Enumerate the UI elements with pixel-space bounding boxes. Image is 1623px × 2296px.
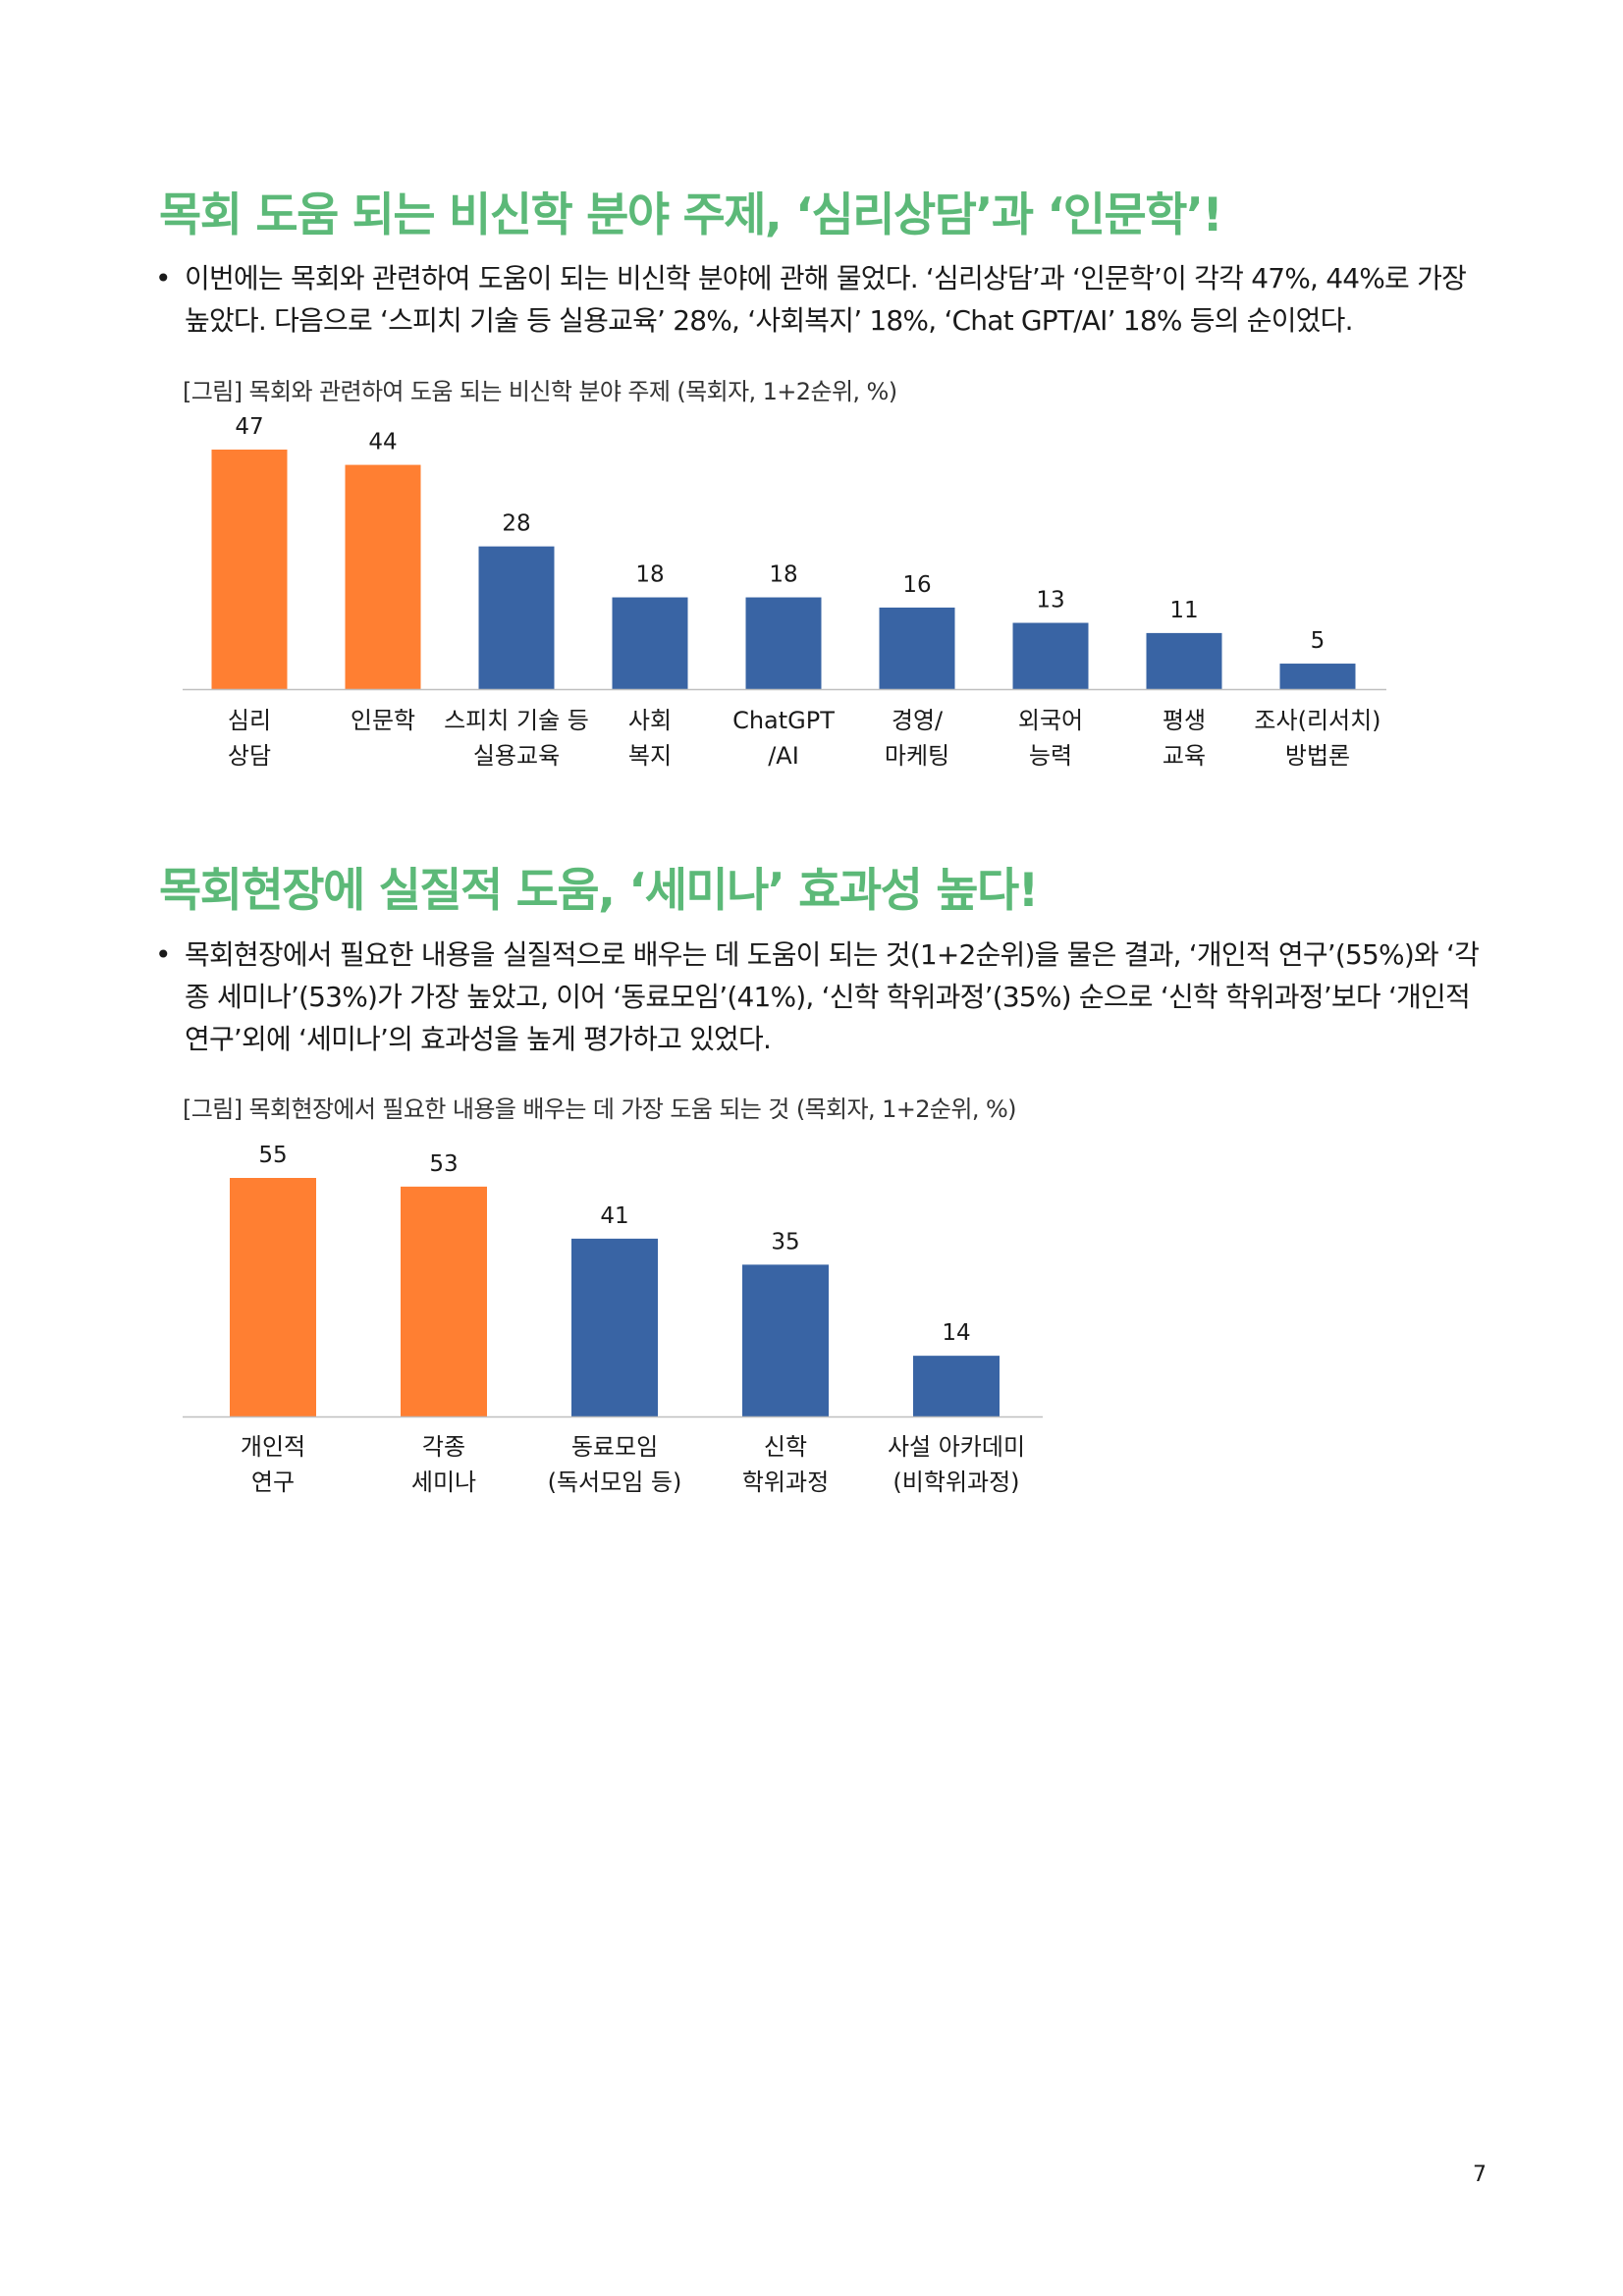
category-label: 방법론 xyxy=(1285,742,1350,770)
category-label: 사회 xyxy=(628,707,672,734)
bar xyxy=(879,607,955,689)
category-label: 스피치 기술 등 xyxy=(444,707,589,734)
category-label: 학위과정 xyxy=(742,1468,829,1496)
data-label: 35 xyxy=(771,1229,799,1255)
bar xyxy=(612,597,688,689)
bar xyxy=(1146,632,1222,689)
data-label: 16 xyxy=(902,572,931,598)
page-number: 7 xyxy=(1473,2163,1487,2187)
category-label: 조사(리서치) xyxy=(1254,707,1380,734)
category-label: (비학위과정) xyxy=(893,1468,1019,1496)
bar xyxy=(1012,622,1089,689)
bullet-marker: • xyxy=(155,262,172,294)
data-label: 47 xyxy=(235,414,263,440)
bar xyxy=(401,1186,487,1416)
paragraph-text: 이번에는 목회와 관련하여 도움이 되는 비신학 분야에 관해 물었다. ‘심리… xyxy=(185,262,1467,337)
section-title: 목회 도움 되는 비신학 분야 주제, ‘심리상담’과 ‘인문학’! xyxy=(159,188,1223,242)
summary-paragraph: • 목회현장에서 필요한 내용을 실질적으로 배우는 데 도움이 되는 것(1+… xyxy=(155,934,1490,1060)
category-label: 사설 아카데미 xyxy=(888,1433,1025,1461)
category-label: 경영/ xyxy=(892,707,944,734)
data-label: 41 xyxy=(600,1203,628,1229)
bar xyxy=(230,1178,316,1416)
bar xyxy=(1279,664,1356,689)
data-label: 18 xyxy=(635,562,664,588)
bar xyxy=(742,1264,829,1416)
bar xyxy=(478,546,555,689)
category-label: 세미나 xyxy=(411,1468,476,1496)
bullet-marker: • xyxy=(155,938,172,971)
data-label: 11 xyxy=(1169,598,1198,623)
category-label: /AI xyxy=(768,742,799,770)
section-title: 목회현장에 실질적 도움, ‘세미나’ 효과성 높다! xyxy=(159,864,1039,918)
summary-paragraph: • 이번에는 목회와 관련하여 도움이 되는 비신학 분야에 관해 물었다. ‘… xyxy=(155,257,1490,342)
category-label: 복지 xyxy=(628,742,672,770)
category-label: (독서모임 등) xyxy=(548,1468,682,1496)
category-label: 동료모임 xyxy=(571,1433,658,1461)
category-label: 외국어 xyxy=(1018,707,1083,734)
category-label: 상담 xyxy=(228,742,271,770)
data-label: 28 xyxy=(502,511,530,537)
bar xyxy=(745,597,822,689)
category-label: 심리 xyxy=(228,707,271,734)
category-label: 평생 xyxy=(1163,707,1206,734)
category-label: 마케팅 xyxy=(885,742,949,770)
category-label: 연구 xyxy=(251,1468,295,1496)
bar xyxy=(571,1238,658,1416)
data-label: 55 xyxy=(258,1143,287,1168)
data-label: 44 xyxy=(368,430,397,455)
data-label: 14 xyxy=(942,1320,970,1346)
category-label: 각종 xyxy=(422,1433,465,1461)
data-label: 18 xyxy=(769,562,797,588)
bar xyxy=(913,1356,1000,1416)
figure-caption: [그림] 목회현장에서 필요한 내용을 배우는 데 가장 도움 되는 것 (목회… xyxy=(183,1095,1017,1123)
figure-caption: [그림] 목회와 관련하여 도움 되는 비신학 분야 주제 (목회자, 1+2순… xyxy=(183,378,897,405)
data-label: 5 xyxy=(1311,628,1325,654)
category-label: 신학 xyxy=(764,1433,807,1461)
bar xyxy=(211,450,288,689)
data-label: 13 xyxy=(1036,588,1064,614)
category-label: 교육 xyxy=(1163,742,1206,770)
category-label: 능력 xyxy=(1029,742,1072,770)
category-label: 개인적 xyxy=(241,1433,305,1461)
category-label: 인문학 xyxy=(351,707,415,734)
paragraph-text: 목회현장에서 필요한 내용을 실질적으로 배우는 데 도움이 되는 것(1+2순… xyxy=(185,938,1480,1055)
category-label: ChatGPT xyxy=(732,707,835,734)
category-label: 실용교육 xyxy=(473,742,560,770)
data-label: 53 xyxy=(429,1151,458,1177)
bar xyxy=(345,464,421,689)
